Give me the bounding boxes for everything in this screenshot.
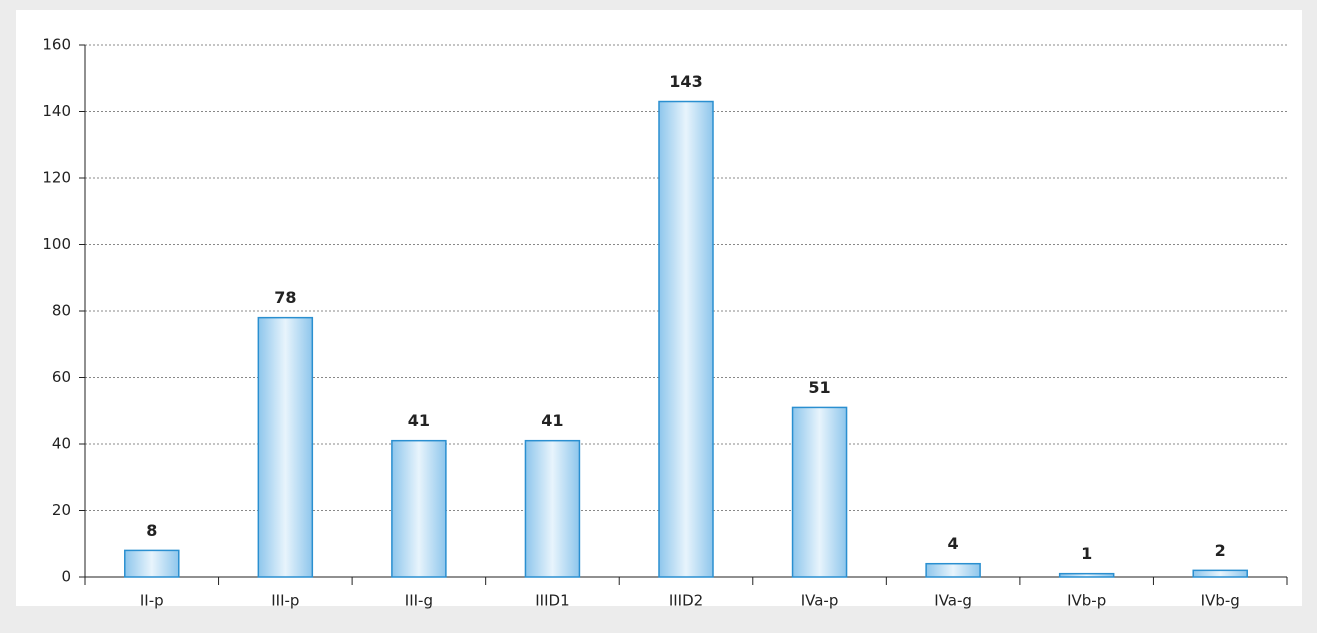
bar bbox=[524, 439, 581, 578]
value-label: 4 bbox=[948, 534, 959, 553]
y-tick-label: 40 bbox=[52, 435, 71, 453]
bar bbox=[391, 439, 447, 578]
y-tick-label: 0 bbox=[61, 568, 71, 586]
y-tick-label: 20 bbox=[52, 501, 71, 519]
value-label: 41 bbox=[408, 411, 430, 430]
bar bbox=[925, 562, 981, 578]
bar bbox=[1058, 572, 1115, 578]
x-tick-label: IIID2 bbox=[669, 592, 703, 610]
value-label: 78 bbox=[274, 288, 296, 307]
x-tick-label: IVa-g bbox=[934, 592, 972, 610]
y-tick-label: 100 bbox=[42, 235, 71, 253]
x-tick-label: III-g bbox=[405, 592, 433, 610]
bar bbox=[1192, 569, 1248, 578]
x-tick-label: IVb-g bbox=[1201, 592, 1240, 610]
x-tick-label: III-p bbox=[271, 592, 299, 610]
y-tick-label: 120 bbox=[42, 169, 71, 187]
y-tick-label: 140 bbox=[42, 102, 71, 120]
y-tick-label: 160 bbox=[42, 36, 71, 54]
y-tick-label: 80 bbox=[52, 302, 71, 320]
value-label: 8 bbox=[146, 521, 157, 540]
x-tick-label: IVa-p bbox=[801, 592, 839, 610]
value-label: 1 bbox=[1081, 544, 1092, 563]
x-tick-label: II-p bbox=[140, 592, 164, 610]
value-label: 41 bbox=[541, 411, 563, 430]
bar bbox=[257, 316, 314, 578]
value-label: 2 bbox=[1215, 541, 1226, 560]
value-label: 51 bbox=[808, 378, 830, 397]
y-tick-label: 60 bbox=[52, 368, 71, 386]
x-tick-label: IIID1 bbox=[535, 592, 569, 610]
bar bbox=[658, 100, 714, 578]
bar bbox=[791, 406, 848, 578]
value-label: 143 bbox=[669, 72, 702, 91]
bar bbox=[124, 549, 180, 578]
x-tick-label: IVb-p bbox=[1067, 592, 1106, 610]
